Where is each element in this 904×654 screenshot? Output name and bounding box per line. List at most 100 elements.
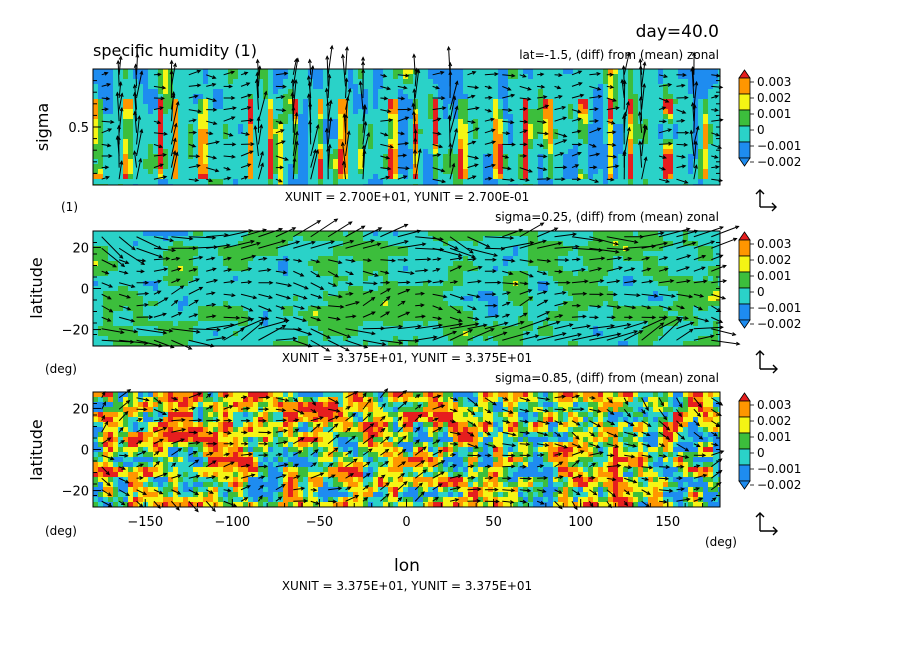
heatmap-cell: [268, 124, 274, 130]
heatmap-cell: [663, 174, 669, 180]
heatmap-cell: [598, 134, 604, 140]
heatmap-cell: [453, 174, 459, 180]
heatmap-cell: [633, 129, 639, 135]
heatmap-cell: [548, 236, 554, 242]
heatmap-cell: [308, 159, 314, 165]
heatmap-cell: [618, 74, 624, 80]
heatmap-cell: [298, 89, 304, 95]
heatmap-cell: [543, 109, 549, 115]
heatmap-cell: [203, 246, 209, 252]
wind-vector-shaft: [502, 74, 515, 77]
heatmap-cell: [203, 134, 209, 140]
heatmap-cell: [378, 94, 384, 100]
heatmap-cell: [343, 261, 349, 267]
heatmap-cell: [118, 154, 124, 160]
heatmap-cell: [623, 109, 629, 115]
heatmap-cell: [278, 114, 284, 120]
heatmap-cell: [228, 134, 234, 140]
heatmap-cell: [473, 94, 479, 100]
heatmap-cell: [208, 114, 214, 120]
heatmap-cell: [603, 174, 609, 180]
heatmap-cell: [263, 251, 269, 257]
heatmap-cell: [133, 231, 139, 237]
heatmap-cell: [553, 139, 559, 145]
heatmap-cell: [333, 179, 339, 185]
heatmap-cell: [118, 134, 124, 140]
heatmap-cell: [313, 89, 319, 95]
heatmap-cell: [623, 94, 629, 100]
heatmap-cell: [408, 134, 414, 140]
heatmap-cell: [643, 134, 649, 140]
heatmap-cell: [323, 99, 329, 105]
colorbar-segment: [738, 77, 751, 95]
heatmap-cell: [243, 261, 249, 267]
heatmap-cell: [328, 154, 334, 160]
heatmap-cell: [158, 124, 164, 130]
heatmap-cell: [503, 124, 509, 130]
heatmap-cell: [613, 99, 619, 105]
heatmap-cell: [393, 119, 399, 125]
heatmap-cell: [593, 74, 599, 80]
heatmap-cell: [403, 144, 409, 150]
heatmap-cell: [293, 251, 299, 257]
heatmap-cell: [718, 99, 721, 105]
heatmap-cell: [323, 251, 329, 257]
heatmap-cell: [98, 261, 104, 267]
heatmap-cell: [463, 69, 469, 75]
heatmap-cell: [683, 134, 689, 140]
heatmap-cell: [203, 149, 209, 155]
heatmap-cell: [628, 144, 634, 150]
heatmap-cell: [583, 251, 589, 257]
heatmap-cell: [453, 179, 459, 185]
heatmap-cell: [553, 149, 559, 155]
heatmap-cell: [673, 104, 679, 110]
heatmap-cell: [398, 114, 404, 120]
heatmap-cell: [233, 114, 239, 120]
heatmap-cell: [368, 104, 374, 110]
heatmap-cell: [338, 139, 344, 145]
heatmap-cell: [218, 159, 224, 165]
heatmap-cell: [673, 124, 679, 130]
heatmap-cell: [283, 99, 289, 105]
heatmap-cell: [603, 149, 609, 155]
heatmap-cell: [523, 134, 529, 140]
heatmap-cell: [703, 164, 709, 170]
heatmap-cell: [578, 231, 584, 237]
heatmap-cell: [668, 164, 674, 170]
heatmap-cell: [158, 94, 164, 100]
heatmap-cell: [183, 99, 189, 105]
panel1-reference-vector-axes: [755, 189, 777, 212]
heatmap-cell: [298, 164, 304, 170]
heatmap-cell: [253, 109, 259, 115]
heatmap-cell: [258, 114, 264, 120]
heatmap-cell: [668, 251, 674, 257]
heatmap-cell: [328, 129, 334, 135]
heatmap-cell: [458, 124, 464, 130]
heatmap-cell: [183, 69, 189, 75]
heatmap-cell: [148, 144, 154, 150]
heatmap-cell: [218, 149, 224, 155]
heatmap-cell: [163, 179, 169, 185]
wind-vector: [571, 70, 583, 76]
heatmap-cell: [243, 109, 249, 115]
heatmap-cell: [263, 74, 269, 80]
wind-vector-head: [116, 59, 121, 65]
heatmap-cell: [133, 154, 139, 160]
heatmap-cell: [668, 149, 674, 155]
heatmap-cell: [218, 109, 224, 115]
heatmap-cell: [323, 79, 329, 85]
heatmap-cell: [423, 104, 429, 110]
heatmap-cell: [228, 159, 234, 165]
wind-vector-head: [329, 44, 334, 50]
heatmap-cell: [373, 139, 379, 145]
heatmap-cell: [338, 69, 344, 75]
heatmap-cell: [568, 134, 574, 140]
heatmap-cell: [498, 256, 504, 262]
wind-vector: [554, 73, 563, 78]
heatmap-cell: [538, 94, 544, 100]
heatmap-cell: [403, 89, 409, 95]
heatmap-cell: [488, 179, 494, 185]
wind-vector: [676, 73, 687, 77]
heatmap-cell: [103, 109, 109, 115]
heatmap-cell: [573, 154, 579, 160]
